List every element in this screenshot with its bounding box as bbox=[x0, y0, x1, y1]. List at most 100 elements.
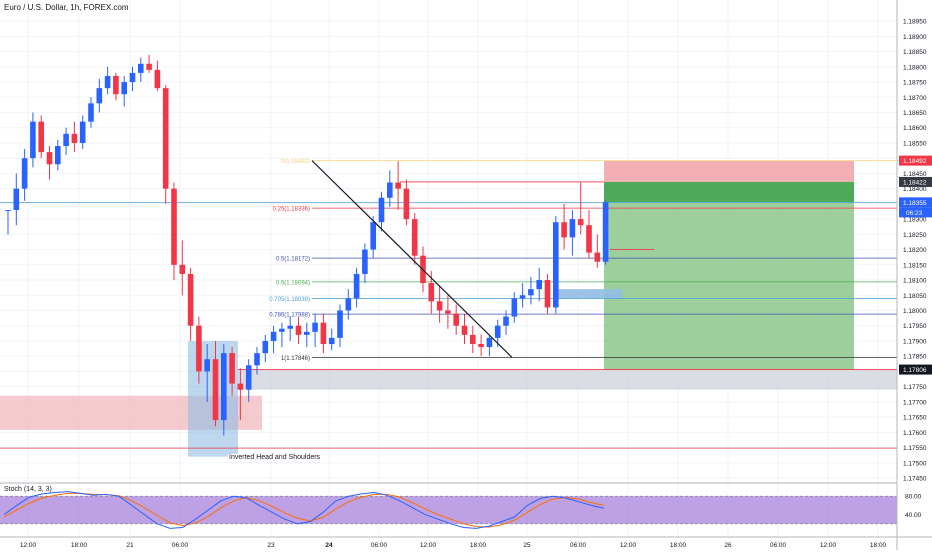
candle-body bbox=[387, 182, 393, 198]
candle-body bbox=[478, 343, 484, 348]
price-tag bbox=[899, 176, 932, 187]
candle-body bbox=[586, 225, 592, 253]
candle-body bbox=[577, 219, 584, 226]
price-tick-label: 1.17750 bbox=[903, 384, 927, 391]
candle-body bbox=[212, 359, 219, 421]
candle-body bbox=[320, 322, 327, 344]
price-tick-label: 1.18600 bbox=[903, 125, 927, 132]
fib-label: 1(1.17846) bbox=[281, 356, 310, 362]
time-tick-label: 21 bbox=[126, 542, 134, 549]
candle-body bbox=[55, 146, 61, 165]
price-tick-label: 1.17850 bbox=[903, 354, 927, 361]
price-tick-label: 1.18450 bbox=[903, 171, 927, 178]
trendline bbox=[311, 160, 513, 358]
candle-body bbox=[370, 222, 376, 250]
candle-body bbox=[245, 365, 252, 390]
price-tick-label: 1.18100 bbox=[903, 278, 927, 285]
time-tick-label: 18:00 bbox=[870, 542, 887, 549]
stoch-tick-label: 80.00 bbox=[905, 494, 922, 501]
candle-body bbox=[511, 298, 518, 317]
fib-label: 0(1.18492) bbox=[281, 159, 310, 165]
price-tick-label: 1.18700 bbox=[903, 95, 927, 102]
price-tag-label: 1.17806 bbox=[903, 367, 927, 374]
time-tick-label: 25 bbox=[523, 542, 531, 549]
countdown-label: 06:23 bbox=[906, 210, 923, 217]
candle-body bbox=[345, 298, 352, 311]
candle-body bbox=[279, 328, 285, 332]
candle-body bbox=[187, 273, 194, 326]
price-tick-label: 1.18900 bbox=[903, 34, 927, 41]
price-tick-label: 1.18200 bbox=[903, 247, 927, 254]
stop-loss-zone bbox=[604, 160, 854, 182]
price-tag bbox=[899, 197, 932, 208]
candle-body bbox=[436, 301, 443, 311]
candle-body bbox=[494, 325, 501, 338]
candle-body bbox=[196, 325, 202, 372]
candle-body bbox=[88, 103, 94, 122]
candle-body bbox=[445, 310, 451, 314]
stochastic-pane bbox=[0, 482, 897, 529]
candle-body bbox=[30, 121, 36, 159]
candle-body bbox=[337, 310, 343, 338]
fib-label: 0.786(1.17988) bbox=[269, 313, 310, 319]
time-tick-label: 06:00 bbox=[570, 542, 587, 549]
time-tick-label: 12:00 bbox=[420, 542, 437, 549]
candle-body bbox=[503, 316, 509, 326]
time-axis[interactable]: 12:00 18:00 21 06:00 23 24 06:00 12:00 18:00 25 06… bbox=[0, 536, 932, 549]
time-tick-label: 06:00 bbox=[371, 542, 388, 549]
price-tick-label: 1.18950 bbox=[903, 19, 927, 26]
countdown-tag bbox=[899, 207, 932, 218]
candle-body bbox=[353, 273, 360, 299]
candle-body bbox=[46, 152, 53, 165]
price-tick-label: 1.17450 bbox=[903, 476, 927, 483]
candle-body bbox=[63, 133, 69, 147]
price-tag bbox=[899, 155, 932, 166]
candle-body bbox=[179, 264, 186, 274]
candle-body bbox=[328, 337, 335, 344]
fib-label: 0.6(1.18094) bbox=[276, 280, 310, 286]
zones bbox=[0, 160, 897, 457]
candle-body bbox=[171, 188, 177, 265]
candle-body bbox=[403, 188, 410, 220]
candle-body bbox=[528, 289, 534, 296]
pattern-label: Inverted Head and Shoulders bbox=[228, 454, 322, 461]
price-tick-label: 1.18650 bbox=[903, 110, 927, 117]
price-axis[interactable]: 1.18950 1.18900 1.18850 1.18800 1.18750 1.187… bbox=[896, 0, 932, 550]
candle-body bbox=[411, 219, 418, 256]
time-tick-label: 18:00 bbox=[470, 542, 487, 549]
time-tick-label: 26 bbox=[724, 542, 732, 549]
price-tick-label: 1.18400 bbox=[903, 186, 927, 193]
candle-body bbox=[544, 280, 551, 308]
time-tick-label: 12:00 bbox=[820, 542, 837, 549]
price-tag bbox=[899, 364, 932, 375]
candle-body bbox=[295, 325, 302, 335]
candle-body bbox=[428, 283, 435, 302]
candle-body bbox=[121, 82, 127, 95]
retest-box bbox=[556, 289, 622, 299]
candle-body bbox=[486, 337, 493, 348]
price-tick-label: 1.17650 bbox=[903, 415, 927, 422]
candle-body bbox=[254, 353, 260, 366]
candle-body bbox=[146, 63, 152, 70]
price-tick-label: 1.17700 bbox=[903, 399, 927, 406]
fib-label: 0.25(1.18336) bbox=[273, 207, 310, 213]
price-tag-label: 1.18492 bbox=[903, 158, 927, 165]
stoch-band bbox=[0, 496, 897, 524]
time-tick-label: 18:00 bbox=[71, 542, 88, 549]
time-tick-label: 18:00 bbox=[670, 542, 687, 549]
candle-body bbox=[154, 69, 161, 89]
price-tick-label: 1.17500 bbox=[903, 460, 927, 467]
candle-body bbox=[519, 295, 526, 299]
stoch-tick-label: 40.00 bbox=[905, 512, 922, 519]
descending-trendline bbox=[311, 160, 513, 358]
candle-body bbox=[162, 88, 169, 189]
candle-body bbox=[71, 133, 78, 143]
candle-body bbox=[594, 252, 601, 262]
candle-body bbox=[96, 88, 103, 104]
candle-body bbox=[204, 359, 210, 372]
candle-body bbox=[262, 340, 269, 354]
candle-body bbox=[129, 72, 136, 83]
candles bbox=[5, 54, 609, 436]
